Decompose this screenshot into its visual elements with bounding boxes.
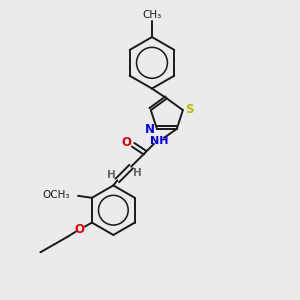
Text: H: H [133,167,142,178]
Text: H: H [107,169,116,179]
Text: NH: NH [150,136,168,146]
Text: O: O [74,223,84,236]
Text: OCH₃: OCH₃ [43,190,70,200]
Text: S: S [185,103,194,116]
Text: N: N [145,123,155,136]
Text: O: O [121,136,131,149]
Text: CH₃: CH₃ [142,10,162,20]
